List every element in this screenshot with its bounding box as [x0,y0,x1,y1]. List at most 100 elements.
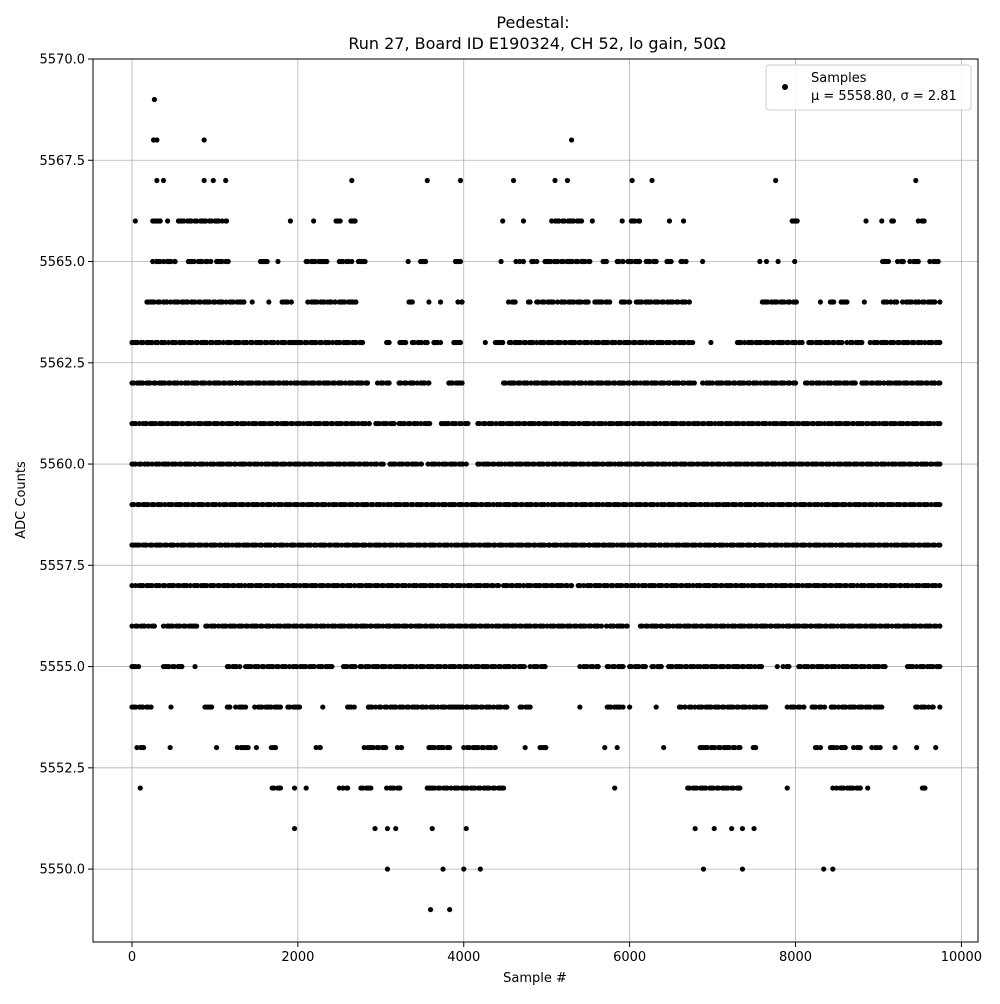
scatter-point [298,339,305,346]
scatter-point [211,461,217,467]
scatter-point [838,461,844,467]
x-tick-label: 4000 [447,950,480,965]
scatter-point [149,339,155,346]
legend-marker [782,84,788,90]
scatter-point [821,420,828,427]
scatter-point [447,906,453,913]
scatter-point [349,258,355,265]
scatter-point [446,420,452,427]
scatter-point [359,339,366,346]
scatter-point [260,501,266,508]
scatter-point [131,501,137,508]
scatter-point [692,825,698,832]
scatter-point [266,461,272,467]
scatter-point [342,380,349,386]
scatter-point [800,461,806,467]
scatter-point [149,461,155,467]
scatter-point [427,420,433,427]
scatter-point [920,420,926,427]
scatter-point [207,299,213,305]
scatter-point [353,339,359,346]
scatter-point [774,380,780,386]
scatter-point [188,218,194,224]
scatter-point [191,501,197,508]
scatter-point [666,461,673,467]
scatter-point [535,380,541,386]
scatter-point [547,258,554,265]
scatter-point [386,339,392,346]
scatter-point [831,339,837,346]
scatter-point [459,380,465,386]
scatter-point [628,461,634,467]
scatter-point [486,461,492,467]
scatter-point [374,461,380,467]
scatter-point [915,420,921,427]
x-tick-label: 0 [128,950,136,965]
scatter-point [900,258,906,265]
scatter-point [765,380,771,386]
scatter-point [199,258,205,265]
scatter-point [738,461,744,467]
scatter-point [136,663,142,670]
scatter-point [157,299,163,305]
scatter-point [517,420,523,427]
scatter-point [541,339,547,346]
scatter-point [619,420,625,427]
scatter-point [357,461,363,467]
scatter-point [403,339,409,346]
scatter-point [552,380,558,386]
scatter-point [643,339,649,346]
scatter-point [929,339,935,346]
scatter-point [902,461,908,467]
legend-label: Samples [811,71,867,86]
scatter-point [575,258,581,265]
scatter-point [882,461,888,467]
scatter-point [509,461,516,467]
scatter-point [924,380,931,386]
scatter-point [418,461,425,467]
scatter-point [893,461,899,467]
scatter-point [522,420,528,427]
scatter-point [300,420,307,427]
scatter-point [758,663,765,670]
scatter-point [302,461,308,467]
scatter-point [249,380,256,386]
scatter-point [541,299,547,305]
scatter-point [739,866,746,872]
scatter-point [888,380,894,386]
scatter-point [237,663,243,670]
scatter-point [668,258,674,265]
scatter-point [145,461,152,467]
scatter-point [240,380,246,386]
scatter-point [449,380,456,386]
scatter-point [844,299,850,305]
scatter-point [530,339,536,346]
scatter-point [352,218,358,224]
scatter-point [741,420,747,427]
scatter-point [916,299,922,305]
scatter-point [145,501,152,508]
scatter-point [710,461,716,467]
scatter-point [776,461,782,467]
scatter-point [185,299,191,305]
scatter-point [708,420,715,427]
scatter-point [153,420,159,427]
scatter-point [602,420,609,427]
scatter-point [937,420,943,427]
scatter-point [680,218,687,224]
scatter-point [655,461,662,467]
scatter-point [255,501,261,508]
scatter-point [203,218,209,224]
scatter-point [661,299,667,305]
scatter-point [861,299,867,305]
scatter-point [569,258,576,265]
scatter-point [758,339,764,346]
scatter-point [537,420,543,427]
scatter-point [915,258,921,265]
scatter-point [864,380,870,386]
scatter-point [291,825,298,832]
scatter-point [847,461,853,467]
scatter-point [384,866,391,872]
scatter-point [212,299,218,305]
